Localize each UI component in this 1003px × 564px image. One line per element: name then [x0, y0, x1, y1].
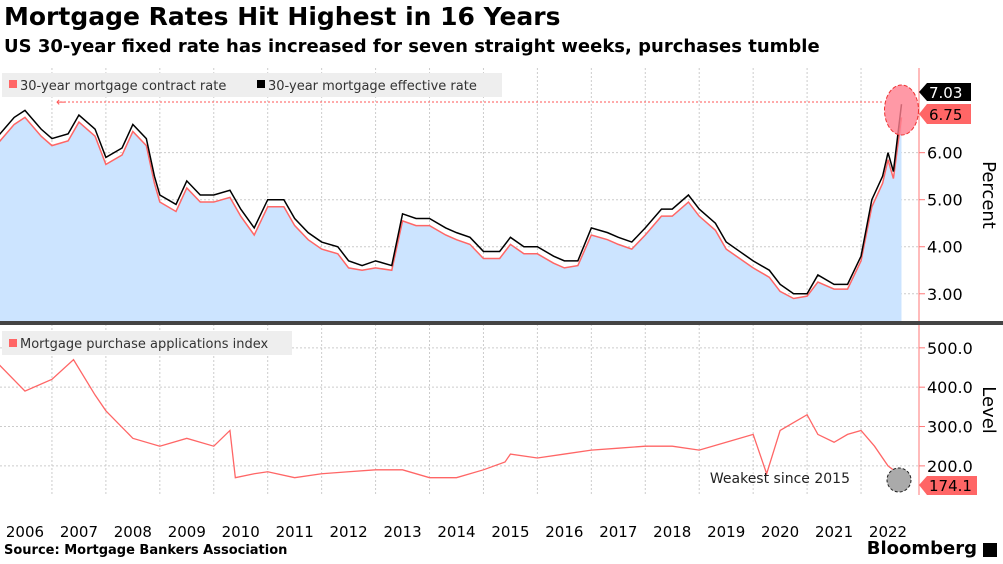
- x-tick-label: 2016: [545, 523, 583, 541]
- x-tick-label: 2011: [276, 523, 314, 541]
- chart-subtitle: US 30-year fixed rate has increased for …: [4, 36, 820, 57]
- x-tick-label: 2006: [6, 523, 44, 541]
- legend-label-effective: 30-year mortgage effective rate: [268, 79, 477, 94]
- legend-label-index: Mortgage purchase applications index: [20, 337, 269, 352]
- y-axis-label: Level: [978, 386, 999, 434]
- x-tick-label: 2013: [383, 523, 421, 541]
- x-tick-label: 2015: [491, 523, 529, 541]
- x-tick-label: 2014: [437, 523, 475, 541]
- x-tick-label: 2021: [815, 523, 853, 541]
- x-tick-label: 2017: [599, 523, 637, 541]
- legend-swatch-index: [9, 339, 17, 347]
- last-value-tag: [919, 476, 977, 495]
- series-line-purchase-index: [0, 358, 902, 479]
- x-tick-label: 2007: [60, 523, 98, 541]
- y-tick-label: 4.00: [927, 238, 963, 257]
- x-tick-label: 2009: [168, 523, 206, 541]
- bloomberg-icon: [983, 543, 997, 557]
- legend-box: [2, 73, 502, 97]
- annotation: Weakest since 2015: [710, 471, 850, 487]
- x-tick-label: 2008: [114, 523, 152, 541]
- y-tick-label: 400.0: [927, 378, 973, 397]
- y-tick-label: 500.0: [927, 339, 973, 358]
- y-tick-label: 5.00: [927, 191, 963, 210]
- x-tick-label: 2012: [330, 523, 368, 541]
- legend-label-contract: 30-year mortgage contract rate: [20, 79, 226, 94]
- last-value-tag-effective: [919, 83, 971, 101]
- bloomberg-logo: Bloomberg: [866, 538, 977, 559]
- last-value-contract: 6.75: [929, 106, 962, 124]
- x-tick-label: 2010: [222, 523, 260, 541]
- y-tick-label: 300.0: [927, 418, 973, 437]
- last-value-tag-contract: [919, 104, 971, 124]
- highlight-circle: [883, 84, 919, 136]
- y-tick-label: 6.00: [927, 144, 963, 163]
- legend-swatch-contract: [9, 80, 17, 88]
- last-value: 174.1: [929, 477, 972, 495]
- chart-title: Mortgage Rates Hit Highest in 16 Years: [4, 2, 561, 31]
- legend-swatch-effective: [257, 80, 265, 88]
- area-fill: [0, 117, 902, 322]
- legend-box: [2, 331, 292, 355]
- panel-divider: [0, 321, 1003, 325]
- y-tick-label: 3.00: [927, 285, 963, 304]
- x-tick-label: 2022: [869, 523, 907, 541]
- x-tick-label: 2018: [653, 523, 691, 541]
- highlight-circle: [886, 467, 912, 493]
- series-line-contract-rate: [0, 116, 903, 300]
- last-value-effective: 7.03: [929, 84, 962, 102]
- x-tick-label: 2019: [707, 523, 745, 541]
- x-tick-label: 2020: [761, 523, 799, 541]
- source-note: Source: Mortgage Bankers Association: [4, 543, 288, 558]
- y-tick-label: 200.0: [927, 457, 973, 476]
- series-line-effective-rate: [0, 104, 903, 295]
- y-axis-label: Percent: [978, 161, 999, 229]
- arrow-left-icon: ←: [56, 95, 66, 109]
